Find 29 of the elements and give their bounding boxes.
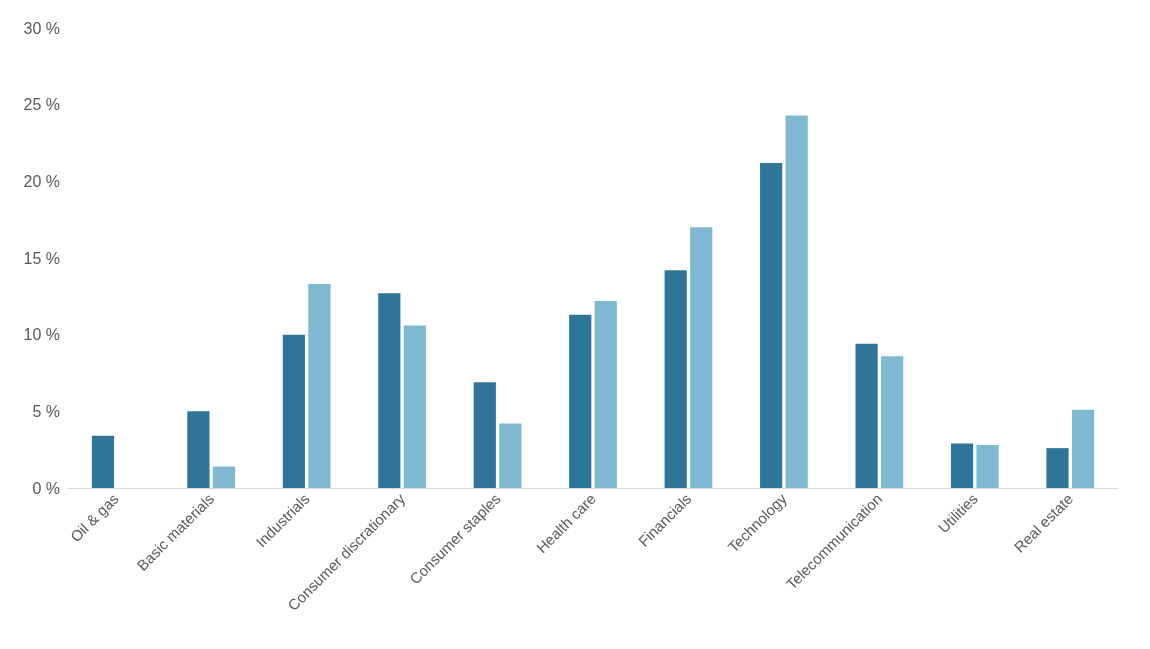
y-tick-label: 30 %	[23, 19, 60, 37]
y-tick-label: 20 %	[23, 172, 60, 190]
y-tick-label: 15 %	[23, 249, 60, 267]
bar	[91, 435, 115, 488]
bar	[212, 466, 236, 488]
y-tick-label: 10 %	[23, 326, 60, 344]
bar	[881, 356, 904, 488]
y-tick-label: 25 %	[23, 96, 60, 114]
bar	[760, 162, 783, 488]
bar	[594, 300, 617, 488]
bar	[950, 443, 974, 488]
bar	[499, 423, 522, 488]
bar	[473, 382, 496, 488]
bar	[187, 411, 210, 488]
bar	[690, 227, 713, 488]
bar	[855, 343, 878, 488]
bar	[308, 284, 331, 488]
y-tick-label: 0 %	[32, 479, 60, 497]
bar	[664, 270, 687, 488]
bar	[785, 115, 808, 488]
bar	[976, 445, 999, 488]
bar	[1046, 448, 1069, 488]
bar	[569, 314, 592, 488]
bar	[403, 325, 426, 488]
bar	[282, 334, 305, 488]
y-tick-label: 5 %	[32, 402, 60, 420]
bar	[378, 293, 401, 488]
x-tick-label: Oil & gas	[66, 489, 122, 545]
bar	[1071, 409, 1095, 488]
